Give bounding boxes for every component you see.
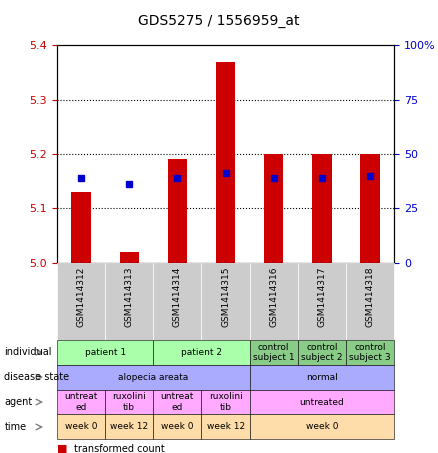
Text: individual: individual <box>4 347 52 357</box>
FancyBboxPatch shape <box>201 263 250 340</box>
Bar <box>216 62 235 263</box>
Text: patient 1: patient 1 <box>85 348 126 357</box>
Text: alopecia areata: alopecia areata <box>118 373 188 381</box>
Text: GSM1414314: GSM1414314 <box>173 266 182 327</box>
Bar <box>264 154 283 263</box>
Bar <box>312 154 332 263</box>
Text: time: time <box>4 422 27 432</box>
Text: untreated: untreated <box>300 398 344 406</box>
Text: control
subject 1: control subject 1 <box>253 342 295 362</box>
Text: control
subject 3: control subject 3 <box>349 342 391 362</box>
Bar <box>168 159 187 263</box>
FancyBboxPatch shape <box>105 263 153 340</box>
FancyBboxPatch shape <box>153 263 201 340</box>
Text: disease state: disease state <box>4 372 70 382</box>
Text: ruxolini
tib: ruxolini tib <box>208 392 243 412</box>
Text: GSM1414313: GSM1414313 <box>125 266 134 327</box>
Text: ■: ■ <box>57 444 67 453</box>
Text: GSM1414317: GSM1414317 <box>318 266 326 327</box>
Text: normal: normal <box>306 373 338 381</box>
Text: patient 2: patient 2 <box>181 348 222 357</box>
Text: GSM1414316: GSM1414316 <box>269 266 278 327</box>
Text: GDS5275 / 1556959_at: GDS5275 / 1556959_at <box>138 14 300 28</box>
Text: untreat
ed: untreat ed <box>64 392 98 412</box>
FancyBboxPatch shape <box>298 263 346 340</box>
Text: ruxolini
tib: ruxolini tib <box>112 392 146 412</box>
Text: week 12: week 12 <box>206 423 245 431</box>
Text: week 0: week 0 <box>306 423 338 431</box>
Text: untreat
ed: untreat ed <box>161 392 194 412</box>
Bar <box>120 252 139 263</box>
Text: GSM1414312: GSM1414312 <box>77 266 85 327</box>
Text: control
subject 2: control subject 2 <box>301 342 343 362</box>
FancyBboxPatch shape <box>57 263 105 340</box>
Bar <box>360 154 380 263</box>
Bar <box>71 192 91 263</box>
Text: transformed count: transformed count <box>74 444 165 453</box>
FancyBboxPatch shape <box>250 263 298 340</box>
Text: week 0: week 0 <box>65 423 97 431</box>
Text: week 0: week 0 <box>161 423 194 431</box>
Text: GSM1414318: GSM1414318 <box>366 266 374 327</box>
FancyBboxPatch shape <box>346 263 394 340</box>
Text: GSM1414315: GSM1414315 <box>221 266 230 327</box>
Text: week 12: week 12 <box>110 423 148 431</box>
Text: agent: agent <box>4 397 32 407</box>
